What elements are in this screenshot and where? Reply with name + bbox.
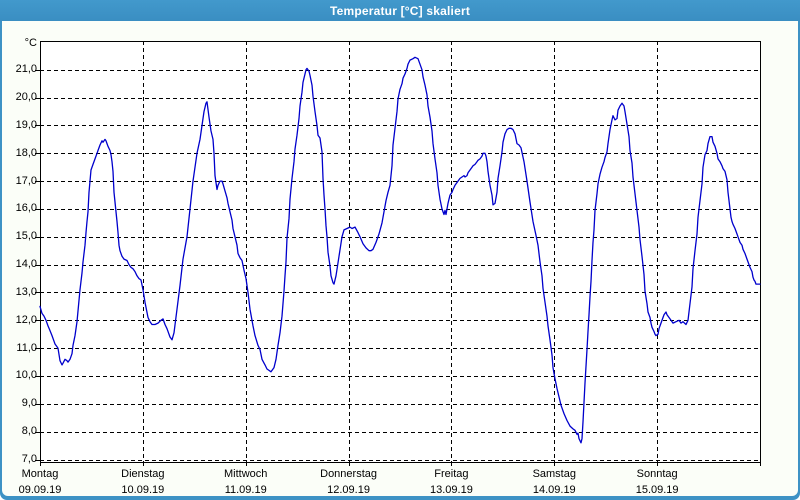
date-label: 09.09.19 [18,484,62,496]
date-label: 14.09.19 [532,484,576,496]
date-label: 15.09.19 [635,484,679,496]
weekday-label: Samstag [532,468,576,480]
weekday-label: Sonntag [636,468,678,480]
window-content: °C 21,0 20,0 19,0 18,0 17,0 16,0 15,0 14,0 13,0 1… [2,21,798,496]
x-day-label: Freitag 13.09.19 [406,468,496,497]
x-day-label: Montag 09.09.19 [0,468,85,497]
y-tick-label: 10,0 [15,369,37,382]
y-tick-label: 9,0 [21,397,37,410]
y-axis-unit-label: °C [24,37,37,49]
x-day-label: Samstag 14.09.19 [509,468,599,497]
title-bar: Temperatur [°C] skaliert [0,0,800,21]
weekday-label: Montag [21,468,59,480]
window-title: Temperatur [°C] skaliert [329,3,471,18]
y-tick-label: 12,0 [15,313,37,326]
date-label: 12.09.19 [327,484,370,496]
date-label: 10.09.19 [121,484,165,496]
y-tick-label: 20,0 [15,91,37,104]
x-day-label: Sonntag 15.09.19 [612,468,702,497]
y-tick-label: 13,0 [15,285,37,298]
y-tick-label: 19,0 [15,118,37,131]
x-day-label: Donnerstag 12.09.19 [304,468,394,497]
x-day-label: Mittwoch 11.09.19 [201,468,291,497]
x-day-label: Dienstag 10.09.19 [98,468,188,497]
y-tick-label: 8,0 [21,425,37,438]
weekday-label: Donnerstag [320,468,377,480]
y-tick-label: 7,0 [21,453,37,465]
y-tick-label: 14,0 [15,258,37,271]
temperature-line [39,56,761,444]
plot-frame [40,41,761,463]
y-tick-label: 16,0 [15,202,37,215]
y-tick-label: 21,0 [15,63,37,76]
y-tick-label: 17,0 [15,174,37,187]
y-tick-label: 18,0 [15,146,37,159]
y-tick-label: 11,0 [16,341,37,354]
weekday-label: Mittwoch [224,468,268,480]
weekday-label: Dienstag [121,468,165,480]
y-tick-label: 15,0 [15,230,37,243]
plot-background [40,41,760,462]
date-label: 13.09.19 [430,484,473,496]
weekday-label: Freitag [434,468,469,480]
date-label: 11.09.19 [224,484,267,496]
